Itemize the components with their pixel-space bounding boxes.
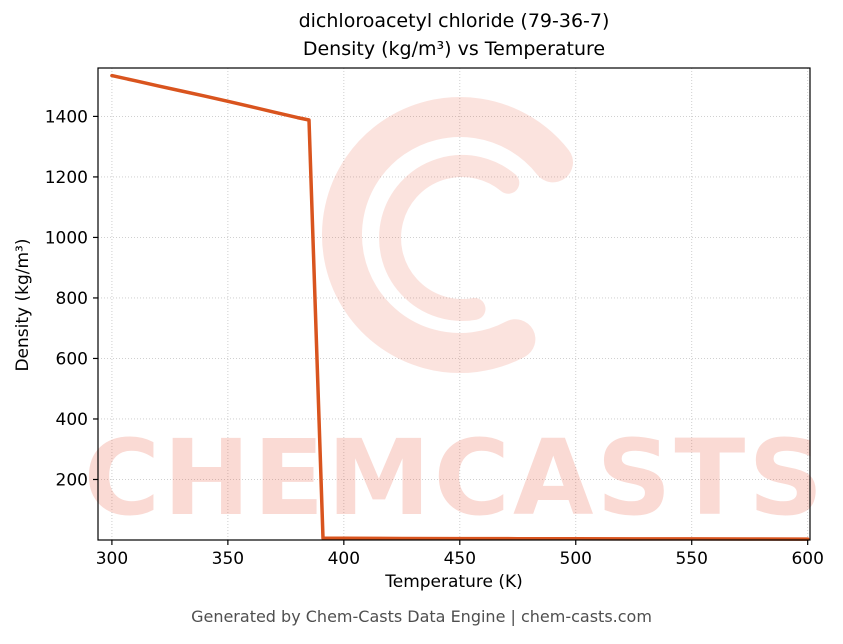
svg-text:600: 600 xyxy=(791,549,823,569)
watermark-logo xyxy=(322,97,573,373)
footer-credit: Generated by Chem-Casts Data Engine | ch… xyxy=(191,607,652,626)
svg-text:600: 600 xyxy=(56,349,88,369)
svg-text:200: 200 xyxy=(56,470,88,490)
svg-text:500: 500 xyxy=(560,549,592,569)
grid-lines xyxy=(98,68,810,540)
svg-text:450: 450 xyxy=(444,549,476,569)
svg-text:300: 300 xyxy=(96,549,128,569)
x-axis: 300 350 400 450 500 550 600 xyxy=(96,540,824,569)
chart-title-line1: dichloroacetyl chloride (79-36-7) xyxy=(298,10,610,32)
svg-text:1200: 1200 xyxy=(45,168,88,188)
svg-text:1400: 1400 xyxy=(45,107,88,127)
y-axis: 200 400 600 800 1000 1200 1400 xyxy=(45,107,98,490)
y-axis-label: Density (kg/m³) xyxy=(13,238,33,372)
chart-title-line2: Density (kg/m³) vs Temperature xyxy=(302,37,606,60)
svg-text:400: 400 xyxy=(328,549,360,569)
svg-text:1000: 1000 xyxy=(45,228,88,248)
watermark-text: CHEMCASTS xyxy=(84,417,826,539)
svg-text:800: 800 xyxy=(56,289,88,309)
density-line xyxy=(110,73,810,541)
x-axis-label: Temperature (K) xyxy=(385,572,523,592)
plot-spines xyxy=(97,67,811,541)
svg-text:400: 400 xyxy=(56,410,88,430)
svg-text:550: 550 xyxy=(675,549,707,569)
svg-text:350: 350 xyxy=(212,549,244,569)
chart-title: dichloroacetyl chloride (79-36-7) Densit… xyxy=(98,8,810,63)
